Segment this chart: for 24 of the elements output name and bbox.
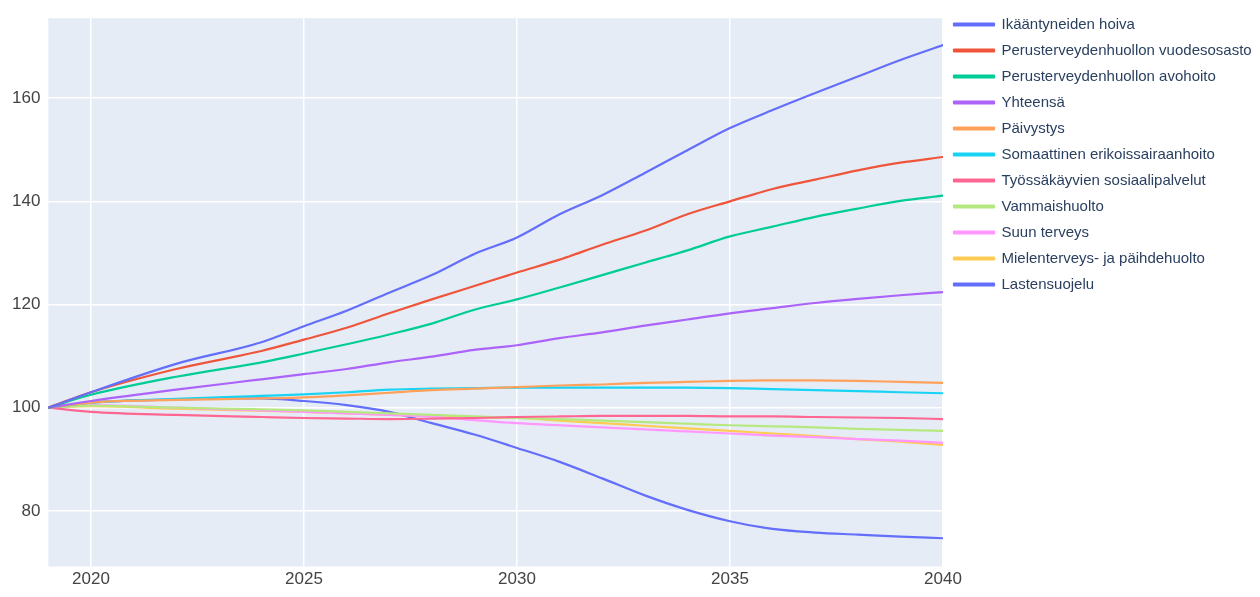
x-tick-label: 2035 [711,569,749,589]
y-tick-label: 140 [11,191,41,211]
x-tick-label: 2020 [72,569,110,589]
x-tick-label: 2040 [924,569,962,589]
legend-label: Työssäkäyvien sosiaalipalvelut [1001,170,1207,188]
legend-label: Suun terveys [1001,222,1090,240]
legend-label: Päivystys [1001,118,1065,136]
legend-label: Ikääntyneiden hoiva [1001,14,1136,32]
y-tick-label: 80 [21,500,41,520]
legend-label: Vammaishuolto [1001,196,1104,214]
line-series [48,379,943,409]
y-tick-label: 160 [11,87,41,107]
x-tick-label: 2030 [498,569,536,589]
legend-label: Perusterveydenhuollon avohoito [1001,66,1216,84]
y-tick-label: 100 [11,397,41,417]
legend-label: Perusterveydenhuollon vuodesosasto [1001,40,1252,58]
legend-label: Lastensuojelu [1001,274,1095,292]
line-series [48,406,943,421]
y-tick-label: 120 [11,294,41,314]
legend-label: Somaattinen erikoissairaanhoito [1001,144,1215,162]
legend-label: Yhteensä [1001,92,1066,110]
line-series [48,291,943,409]
x-tick-label: 2025 [285,569,323,589]
legend-label: Mielenterveys- ja päihdehuolto [1001,248,1205,266]
